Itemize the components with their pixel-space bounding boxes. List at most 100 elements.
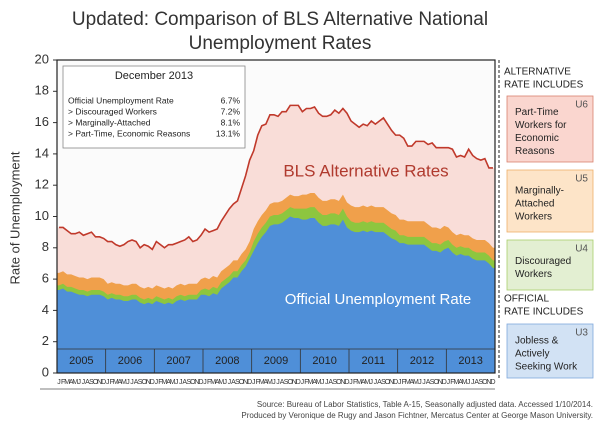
inset-title: December 2013 [115, 70, 193, 82]
x-tick-label: A [410, 379, 415, 386]
y-tick-label: 0 [42, 364, 49, 379]
x-tick-label: F [402, 379, 406, 386]
x-tick-label: M [364, 379, 370, 386]
x-tick-label: M [267, 379, 273, 386]
side-box-text: Jobless & [515, 336, 559, 347]
side-box-code: U5 [575, 174, 588, 185]
x-tick-label: J [349, 379, 353, 386]
side-box-text: Attached [515, 199, 554, 210]
x-tick-label: J [301, 379, 305, 386]
x-tick-label: A [118, 379, 123, 386]
x-tick-label: J [57, 379, 61, 386]
year-label: 2009 [264, 355, 288, 367]
x-tick-label: J [155, 379, 159, 386]
x-tick-label: J [447, 379, 451, 386]
x-tick-label: F [450, 379, 454, 386]
x-tick-label: D [101, 379, 106, 386]
x-tick-label: A [166, 379, 171, 386]
y-tick-label: 6 [42, 271, 49, 286]
x-tick-label: M [162, 379, 168, 386]
x-tick-label: S [235, 379, 240, 386]
x-tick-label: M [113, 379, 119, 386]
inset-row-label: > Marginally-Attached [68, 117, 151, 127]
area-u3 [57, 216, 495, 373]
annotation: BLS Alternative Rates [283, 161, 448, 180]
x-tick-label: S [284, 379, 289, 386]
side-heading: RATE INCLUDES [504, 307, 584, 318]
x-tick-label: O [433, 379, 439, 386]
y-tick-label: 2 [42, 333, 49, 348]
side-box [506, 323, 594, 379]
y-tick-label: 4 [42, 302, 49, 317]
x-tick-label: F [110, 379, 114, 386]
x-tick-label: N [486, 379, 491, 386]
x-tick-label: J [82, 379, 86, 386]
chart-title: Updated: Comparison of BLS Alternative N… [72, 9, 488, 30]
x-tick-label: A [458, 379, 463, 386]
x-tick-label: J [203, 379, 207, 386]
x-tick-label: O [93, 379, 99, 386]
side-heading: OFFICIAL [504, 294, 549, 305]
inset-row-label: > Part-Time, Economic Reasons [68, 128, 190, 138]
x-tick-label: A [328, 379, 333, 386]
side-box-text: Actively [515, 349, 549, 360]
x-tick-label: N [340, 379, 345, 386]
x-tick-label: J [422, 379, 426, 386]
x-tick-label: J [471, 379, 475, 386]
year-label: 2011 [362, 355, 386, 367]
x-tick-label: S [381, 379, 386, 386]
x-tick-label: A [215, 379, 220, 386]
x-tick-label: A [280, 379, 285, 386]
x-tick-label: O [190, 379, 196, 386]
x-tick-label: M [64, 379, 70, 386]
x-tick-label: A [182, 379, 187, 386]
x-tick-label: D [198, 379, 203, 386]
y-tick-label: 10 [35, 208, 49, 223]
y-tick-label: 8 [42, 239, 49, 254]
y-tick-label: 18 [35, 83, 49, 98]
x-tick-label: J [228, 379, 232, 386]
x-tick-label: M [121, 379, 127, 386]
side-box-text: Workers for [515, 120, 567, 131]
x-tick-label: N [243, 379, 248, 386]
line-u6 [59, 104, 493, 251]
x-tick-label: J [78, 379, 82, 386]
x-tick-label: F [207, 379, 211, 386]
x-tick-label: S [430, 379, 435, 386]
x-tick-label: N [389, 379, 394, 386]
x-tick-label: O [141, 379, 147, 386]
side-box-text: Workers [515, 269, 552, 280]
x-tick-label: J [126, 379, 130, 386]
x-tick-label: M [356, 379, 362, 386]
year-label: 2010 [312, 355, 336, 367]
x-tick-label: A [231, 379, 236, 386]
x-tick-label: O [482, 379, 488, 386]
inset-row-value: 6.7% [221, 95, 241, 105]
x-tick-label: S [186, 379, 191, 386]
side-box-text: Economic [515, 133, 559, 144]
x-tick-label: N [97, 379, 102, 386]
x-tick-label: A [474, 379, 479, 386]
x-tick-label: O [385, 379, 391, 386]
x-tick-label: J [179, 379, 183, 386]
x-tick-label: M [210, 379, 216, 386]
x-tick-label: J [321, 379, 325, 386]
x-tick-label: J [325, 379, 329, 386]
x-tick-label: M [72, 379, 78, 386]
x-tick-label: J [252, 379, 256, 386]
x-tick-label: M [405, 379, 411, 386]
x-tick-label: M [316, 379, 322, 386]
year-label: 2012 [410, 355, 434, 367]
side-box-code: U6 [575, 100, 588, 111]
x-tick-label: M [308, 379, 314, 386]
side-box-text: Reasons [515, 146, 554, 157]
y-tick-label: 16 [35, 114, 49, 129]
inset-row-value: 7.2% [221, 106, 241, 116]
x-tick-label: F [158, 379, 162, 386]
year-label: 2008 [215, 355, 239, 367]
x-tick-label: D [150, 379, 155, 386]
year-label: 2013 [458, 355, 482, 367]
x-tick-label: S [478, 379, 483, 386]
x-tick-label: D [490, 379, 495, 386]
